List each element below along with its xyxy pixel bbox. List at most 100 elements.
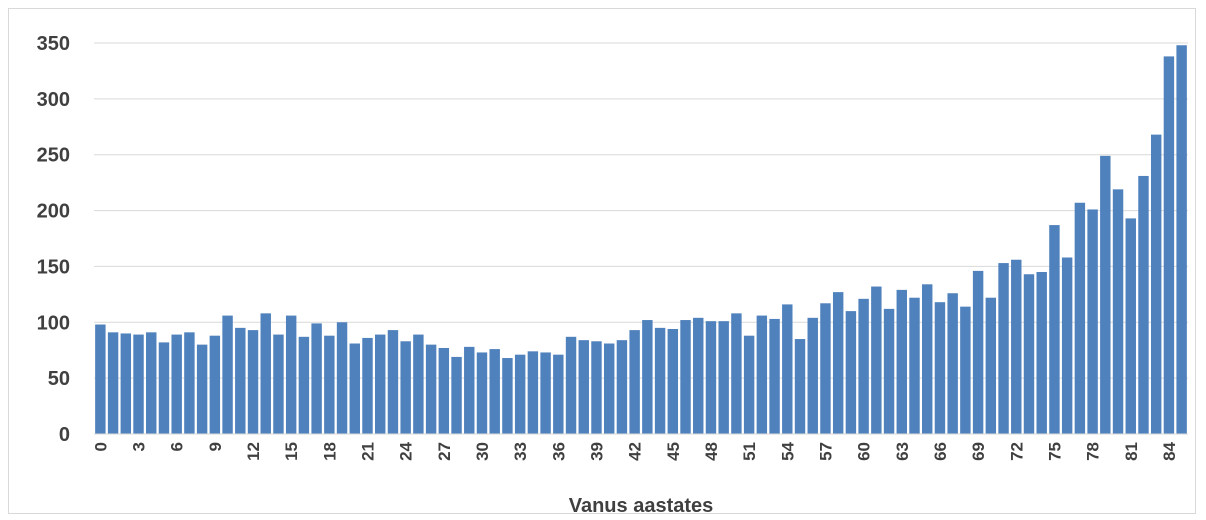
x-tick-label: 6 (168, 442, 187, 451)
bar (222, 315, 233, 434)
bar (1138, 175, 1149, 434)
y-axis-ticks: 0 50 100 150 200 250 300 350 (37, 33, 70, 446)
bar (782, 304, 793, 434)
x-tick-label: 72 (1007, 442, 1026, 461)
bar (1061, 257, 1073, 434)
x-tick-label: 24 (397, 441, 416, 460)
bar (972, 270, 984, 434)
bar (832, 292, 844, 434)
bar (527, 351, 539, 434)
bar (413, 334, 424, 434)
y-tick-label: 350 (37, 33, 70, 55)
bar (960, 306, 971, 434)
bar (1150, 134, 1162, 435)
bar (273, 334, 284, 434)
x-tick-label: 30 (473, 442, 492, 461)
y-tick-label: 200 (37, 201, 70, 223)
x-tick-label: 21 (359, 442, 378, 461)
x-tick-label: 12 (244, 442, 263, 461)
bar (871, 286, 882, 434)
bar (629, 330, 640, 434)
bar (133, 334, 144, 434)
bar (998, 263, 1009, 434)
bar (603, 343, 615, 434)
x-tick-label: 48 (702, 442, 721, 461)
bar (235, 327, 246, 434)
x-tick-label: 78 (1084, 442, 1103, 461)
bar (769, 318, 780, 434)
bar (362, 337, 373, 434)
x-tick-label: 36 (549, 442, 568, 461)
bar (578, 340, 589, 434)
x-tick-label: 60 (855, 442, 874, 461)
x-tick-label: 84 (1160, 441, 1179, 460)
y-tick-label: 0 (59, 424, 70, 446)
x-tick-label: 51 (740, 442, 759, 461)
bar (1036, 272, 1047, 434)
bar (349, 343, 360, 434)
x-tick-label: 0 (91, 442, 110, 451)
bar (947, 293, 958, 434)
x-tick-label: 3 (130, 442, 149, 451)
bar (934, 302, 946, 434)
bar (616, 340, 628, 434)
bar (1023, 274, 1035, 434)
y-tick-label: 300 (37, 89, 70, 111)
bar (820, 303, 831, 434)
bar (196, 344, 208, 434)
bar (1163, 56, 1175, 434)
bar (209, 335, 221, 434)
x-tick-label: 33 (511, 442, 530, 461)
x-tick-label: 9 (206, 442, 225, 451)
bar (1011, 259, 1022, 434)
x-tick-label: 81 (1122, 442, 1141, 461)
bar (387, 330, 399, 434)
x-tick-label: 18 (320, 442, 339, 461)
bar (1087, 209, 1098, 434)
bar (756, 315, 768, 434)
bar (1074, 202, 1086, 434)
bar (476, 352, 488, 434)
bar (553, 354, 564, 434)
bar (858, 298, 869, 434)
bar (514, 354, 526, 434)
x-tick-label: 42 (626, 442, 645, 461)
x-tick-label: 63 (893, 442, 912, 461)
bar (324, 335, 335, 434)
bar (285, 315, 297, 434)
bar (883, 308, 895, 434)
y-tick-label: 250 (37, 145, 70, 167)
bar (311, 323, 322, 434)
x-tick-label: 27 (435, 442, 454, 461)
bar (400, 341, 411, 434)
bar (336, 322, 348, 434)
bar (1049, 225, 1060, 434)
bar (591, 341, 602, 434)
x-tick-label: 39 (587, 442, 606, 461)
bar (489, 349, 500, 434)
x-axis-label: Vanus aastates (569, 495, 714, 517)
bar (247, 330, 259, 434)
bar (680, 320, 691, 434)
x-tick-label: 45 (664, 442, 683, 461)
y-tick-label: 100 (37, 312, 70, 334)
bar (1125, 218, 1136, 434)
bar (718, 321, 729, 434)
bar (794, 339, 806, 434)
bar (667, 328, 679, 434)
bar (107, 332, 119, 434)
bar (642, 320, 653, 434)
x-tick-label: 54 (778, 441, 797, 460)
bar (451, 356, 462, 434)
bar (1112, 189, 1124, 434)
bar (184, 332, 195, 434)
bar (731, 313, 742, 434)
bar (298, 336, 310, 434)
x-tick-label: 66 (931, 442, 950, 461)
bar (425, 344, 437, 434)
bar (95, 324, 106, 434)
bar (171, 334, 182, 434)
x-axis-ticks: 0 3 6 9 12 15 18 21 24 27 30 33 36 39 42 45 48 51 54 57 60 63… (91, 441, 1179, 460)
bar (909, 297, 920, 434)
